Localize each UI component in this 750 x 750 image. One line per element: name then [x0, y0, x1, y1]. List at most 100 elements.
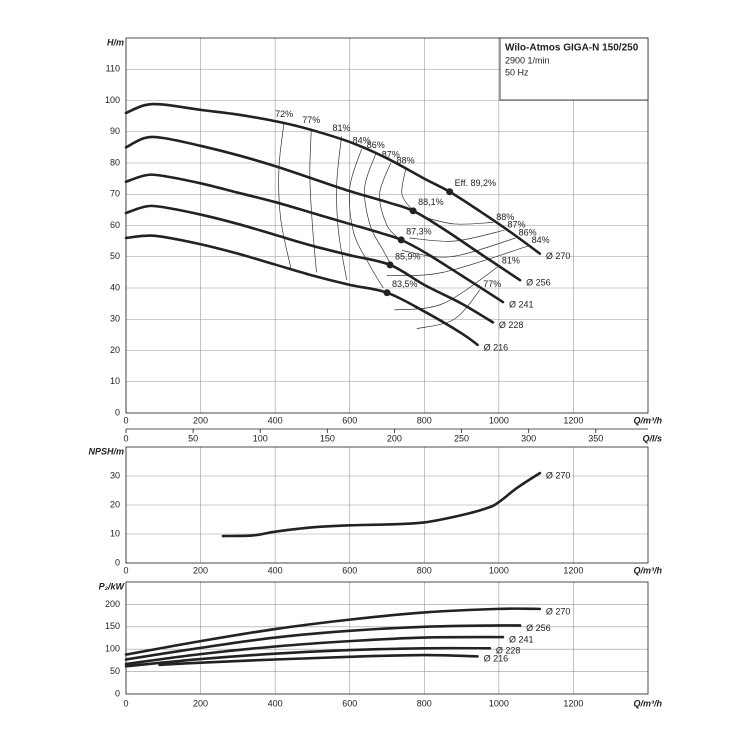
efficiency-contour	[336, 136, 348, 280]
pump-curve	[124, 204, 495, 324]
curve-label: Ø 216	[484, 342, 509, 352]
x2-tick-label: 150	[320, 433, 335, 443]
pump-curve	[124, 173, 505, 304]
frequency: 50 Hz	[505, 67, 529, 77]
y-tick-label: 10	[110, 376, 120, 386]
x2-tick-label: 300	[521, 433, 536, 443]
x-tick-label: 600	[342, 415, 357, 425]
efficiency-label: 87%	[507, 220, 525, 230]
efficiency-label: 84%	[532, 235, 550, 245]
efficiency-contour	[379, 162, 401, 240]
efficiency-contour	[401, 237, 516, 258]
title-box	[499, 37, 649, 101]
pump-curve	[124, 234, 479, 347]
efficiency-contour	[416, 289, 481, 329]
efficiency-label: 87%	[382, 149, 400, 159]
pump-curve	[158, 653, 479, 667]
y-tick-label: 50	[110, 251, 120, 261]
y-tick-label: 20	[110, 345, 120, 355]
y-tick-label: 0	[115, 557, 120, 567]
efficiency-contour	[394, 265, 500, 311]
pump-curve	[124, 624, 522, 661]
x-tick-label: 1200	[563, 565, 583, 575]
curve-label: Ø 256	[526, 278, 551, 288]
y-tick-label: 0	[115, 688, 120, 698]
efficiency-label: 86%	[519, 227, 537, 237]
curve-label: Ø 228	[496, 646, 521, 656]
efficiency-point-label: 88,1%	[418, 197, 444, 207]
curve-label: Ø 270	[546, 251, 571, 261]
curve-label: Ø 256	[526, 623, 551, 633]
x2-tick-label: 50	[188, 433, 198, 443]
y-tick-label: 110	[106, 64, 120, 74]
y-axis-title: NPSH/m	[88, 446, 124, 456]
chart-title: Wilo-Atmos GIGA-N 150/250	[505, 43, 639, 54]
x-tick-label: 800	[417, 698, 432, 708]
y-axis-title: H/m	[107, 37, 124, 47]
x-tick-label: 1200	[563, 698, 583, 708]
curve-label: Ø 270	[546, 606, 571, 616]
efficiency-point-label: Eff. 89,2%	[455, 178, 496, 188]
x-tick-label: 800	[417, 565, 432, 575]
plot-frame	[125, 581, 649, 695]
efficiency-contour	[278, 122, 292, 270]
curve-label: Ø 241	[509, 634, 534, 644]
y-tick-label: 30	[110, 314, 120, 324]
x-axis-title: Q/m³/h	[634, 415, 663, 425]
x-tick-label: 1000	[489, 565, 509, 575]
efficiency-contour	[386, 245, 529, 276]
plot-frame	[125, 446, 649, 564]
efficiency-point	[383, 289, 391, 297]
y-tick-label: 70	[110, 189, 120, 199]
x-tick-label: 400	[268, 698, 283, 708]
y-tick-label: 60	[110, 220, 120, 230]
pump-curve	[124, 635, 505, 666]
x2-tick-label: 0	[123, 433, 128, 443]
efficiency-point	[397, 236, 405, 244]
x-tick-label: 800	[417, 415, 432, 425]
x-tick-label: 1000	[489, 698, 509, 708]
efficiency-point-label: 85,9%	[395, 251, 421, 261]
efficiency-point	[409, 207, 417, 215]
x-tick-label: 200	[193, 415, 208, 425]
x-tick-label: 0	[123, 698, 128, 708]
y-tick-label: 40	[110, 282, 120, 292]
efficiency-label: 77%	[483, 279, 501, 289]
pump-curve	[124, 102, 542, 255]
x-tick-label: 1200	[563, 415, 583, 425]
x-tick-label: 600	[342, 698, 357, 708]
efficiency-label: 88%	[496, 212, 514, 222]
x-tick-label: 600	[342, 565, 357, 575]
efficiency-contour	[364, 153, 392, 266]
efficiency-label: 81%	[333, 123, 351, 133]
plot-frame	[125, 37, 649, 414]
curve-label: Ø 270	[546, 470, 571, 480]
efficiency-contour	[309, 128, 317, 273]
pump-curve	[124, 135, 522, 282]
x-tick-label: 0	[123, 415, 128, 425]
x2-tick-label: 100	[253, 433, 268, 443]
pump-curve	[124, 646, 492, 668]
x2-axis-title: Q/l/s	[642, 433, 662, 443]
pump-curve	[124, 607, 542, 656]
efficiency-contour	[409, 229, 505, 242]
curve-label: Ø 228	[499, 320, 524, 330]
y-tick-label: 100	[105, 644, 120, 654]
x-tick-label: 200	[193, 698, 208, 708]
efficiency-point	[446, 188, 454, 196]
y-tick-label: 0	[115, 407, 120, 417]
efficiency-label: 72%	[275, 109, 293, 119]
curve-label: Ø 241	[509, 299, 534, 309]
x-axis-title: Q/m³/h	[634, 565, 663, 575]
pump-curve	[221, 471, 542, 538]
efficiency-label: 77%	[302, 115, 320, 125]
x-tick-label: 1000	[489, 415, 509, 425]
speed: 2900 1/min	[505, 55, 550, 65]
efficiency-label: 86%	[367, 140, 385, 150]
y-tick-label: 50	[110, 666, 120, 676]
efficiency-point-label: 87,3%	[406, 226, 432, 236]
y-tick-label: 30	[110, 470, 120, 480]
